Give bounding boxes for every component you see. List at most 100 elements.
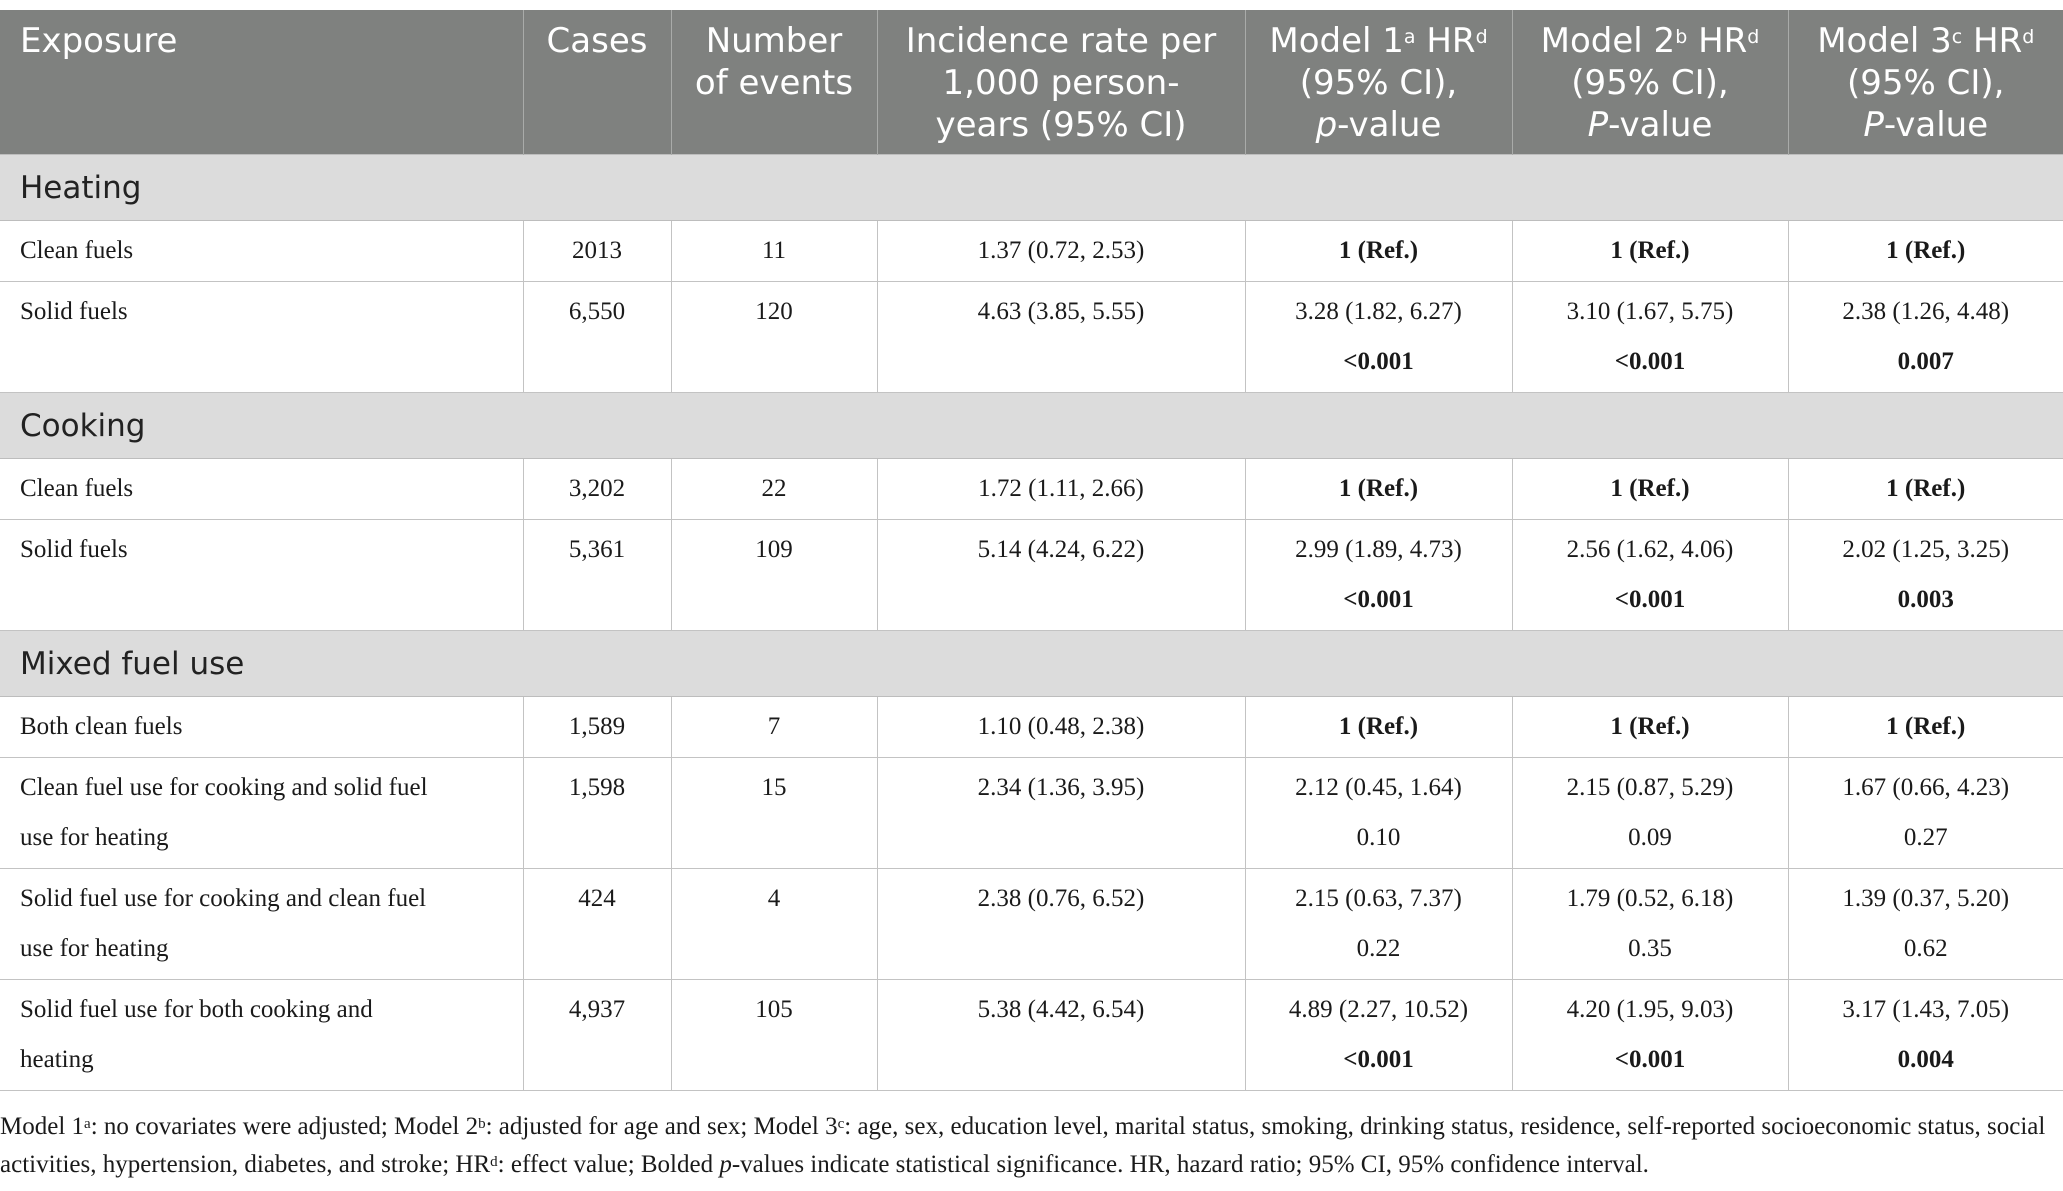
results-table: Exposure Cases Number of events Incidenc… [0,10,2063,1091]
table-row: Both clean fuels 1,589 7 1.10 (0.48, 2.38) 1… [0,696,2063,758]
cell-incidence: 1.10 (0.48, 2.38) [876,696,1245,758]
cell-exposure: Solid fuels [0,281,523,393]
exposure-label-cont: use for heating [20,824,169,851]
exposure-label: Solid fuel use for cooking and clean fue… [20,885,427,912]
cell-events: 11 [670,220,877,282]
header-exposure: Exposure [0,10,523,155]
cell-cases: 5,361 [522,519,671,631]
table-row: Clean fuels 3,202 22 1.72 (1.11, 2.66) 1 (Re… [0,458,2063,520]
section-title: Cooking [0,392,2063,459]
header-events: Number of events [670,10,877,155]
header-model3: Model 3c HRd (95% CI), P-value [1787,10,2063,155]
cell-incidence: 4.63 (3.85, 5.55) [876,281,1245,393]
cell-incidence: 1.37 (0.72, 2.53) [876,220,1245,282]
exposure-label: Solid fuel use for both cooking and [20,996,373,1023]
cell-model3: 1.39 (0.37, 5.20) 0.62 [1787,868,2063,980]
exposure-label: Clean fuel use for cooking and solid fue… [20,774,428,801]
exposure-label-cont: heating [20,1046,94,1073]
hazard-ratio: 3.28 (1.82, 6.27) [1295,298,1462,325]
cell-model3: 3.17 (1.43, 7.05) 0.004 [1787,979,2063,1091]
p-value: <0.001 [1614,586,1686,613]
exposure-label: Clean fuels [20,475,134,502]
hazard-ratio: 1 (Ref.) [1338,237,1419,264]
table-footnote: Model 1a: no covariates were adjusted; M… [0,1113,2046,1178]
cell-cases: 6,550 [522,281,671,393]
cell-model3: 1 (Ref.) [1787,696,2063,758]
section-row: Mixed fuel use [0,630,2063,697]
table-row: Solid fuel use for cooking and clean fue… [0,868,2063,980]
cell-cases: 424 [522,868,671,980]
hazard-ratio: 2.02 (1.25, 3.25) [1842,536,2010,563]
exposure-label: Solid fuels [20,536,128,563]
cell-model3: 2.38 (1.26, 4.48) 0.007 [1787,281,2063,393]
cell-model1: 4.89 (2.27, 10.52) <0.001 [1244,979,1512,1091]
hazard-ratio: 2.12 (0.45, 1.64) [1295,774,1462,801]
header-cases: Cases [522,10,671,155]
hazard-ratio: 4.20 (1.95, 9.03) [1566,996,1734,1023]
p-value: 0.09 [1628,824,1672,851]
section-title: Heating [0,154,2063,221]
cell-exposure: Clean fuel use for cooking and solid fue… [0,757,523,869]
cell-model1: 1 (Ref.) [1244,458,1512,520]
p-value: 0.27 [1903,824,1948,851]
cell-exposure: Solid fuel use for both cooking and heati… [0,979,523,1091]
cell-model2: 1 (Ref.) [1511,696,1788,758]
cell-model2: 4.20 (1.95, 9.03) <0.001 [1511,979,1788,1091]
cell-exposure: Solid fuels [0,519,523,631]
cell-exposure: Both clean fuels [0,696,523,758]
table-row: Solid fuel use for both cooking and heati… [0,979,2063,1091]
p-value: 0.007 [1897,348,1954,375]
exposure-label: Clean fuels [20,237,134,264]
cell-events: 120 [670,281,877,393]
cell-exposure: Solid fuel use for cooking and clean fue… [0,868,523,980]
p-value: <0.001 [1343,586,1414,613]
hazard-ratio: 1 (Ref.) [1886,237,1966,264]
hazard-ratio: 1.79 (0.52, 6.18) [1566,885,1734,912]
cell-model2: 1.79 (0.52, 6.18) 0.35 [1511,868,1788,980]
cell-model2: 1 (Ref.) [1511,458,1788,520]
hazard-ratio: 2.15 (0.87, 5.29) [1566,774,1734,801]
cell-model3: 2.02 (1.25, 3.25) 0.003 [1787,519,2063,631]
hazard-ratio: 1.39 (0.37, 5.20) [1842,885,2010,912]
cell-model3: 1.67 (0.66, 4.23) 0.27 [1787,757,2063,869]
cell-model3: 1 (Ref.) [1787,220,2063,282]
p-value: 0.003 [1897,586,1954,613]
p-value: <0.001 [1343,348,1414,375]
cell-cases: 2013 [522,220,671,282]
section-title: Mixed fuel use [0,630,2063,697]
cell-incidence: 2.34 (1.36, 3.95) [876,757,1245,869]
table-body: Heating Clean fuels 2013 11 1.37 (0.72, 2.53… [0,154,2063,1091]
exposure-label-cont: use for heating [20,935,169,962]
cell-model2: 2.15 (0.87, 5.29) 0.09 [1511,757,1788,869]
hazard-ratio: 2.38 (1.26, 4.48) [1842,298,2010,325]
cell-model1: 2.15 (0.63, 7.37) 0.22 [1244,868,1512,980]
cell-cases: 4,937 [522,979,671,1091]
cell-events: 22 [670,458,877,520]
exposure-label: Both clean fuels [20,713,183,740]
header-row: Exposure Cases Number of events Incidenc… [0,10,2063,155]
cell-model2: 3.10 (1.67, 5.75) <0.001 [1511,281,1788,393]
cell-events: 15 [670,757,877,869]
hazard-ratio: 3.17 (1.43, 7.05) [1842,996,2010,1023]
cell-cases: 1,589 [522,696,671,758]
p-value: <0.001 [1614,348,1686,375]
hazard-ratio: 1 (Ref.) [1886,713,1966,740]
header-model2: Model 2b HRd (95% CI), P-value [1511,10,1788,155]
cell-events: 4 [670,868,877,980]
hazard-ratio: 1 (Ref.) [1610,475,1690,502]
hazard-ratio: 1 (Ref.) [1886,475,1966,502]
hazard-ratio: 1 (Ref.) [1610,713,1690,740]
cell-events: 7 [670,696,877,758]
p-value: 0.35 [1628,935,1672,962]
hazard-ratio: 2.15 (0.63, 7.37) [1295,885,1462,912]
p-value: <0.001 [1614,1046,1686,1073]
cell-model3: 1 (Ref.) [1787,458,2063,520]
cell-model1: 2.12 (0.45, 1.64) 0.10 [1244,757,1512,869]
hazard-ratio: 3.10 (1.67, 5.75) [1566,298,1734,325]
cell-model1: 2.99 (1.89, 4.73) <0.001 [1244,519,1512,631]
table-container: Exposure Cases Number of events Incidenc… [0,10,2063,1091]
section-row: Cooking [0,392,2063,459]
p-value: 0.62 [1903,935,1948,962]
hazard-ratio: 1 (Ref.) [1338,475,1419,502]
cell-exposure: Clean fuels [0,220,523,282]
